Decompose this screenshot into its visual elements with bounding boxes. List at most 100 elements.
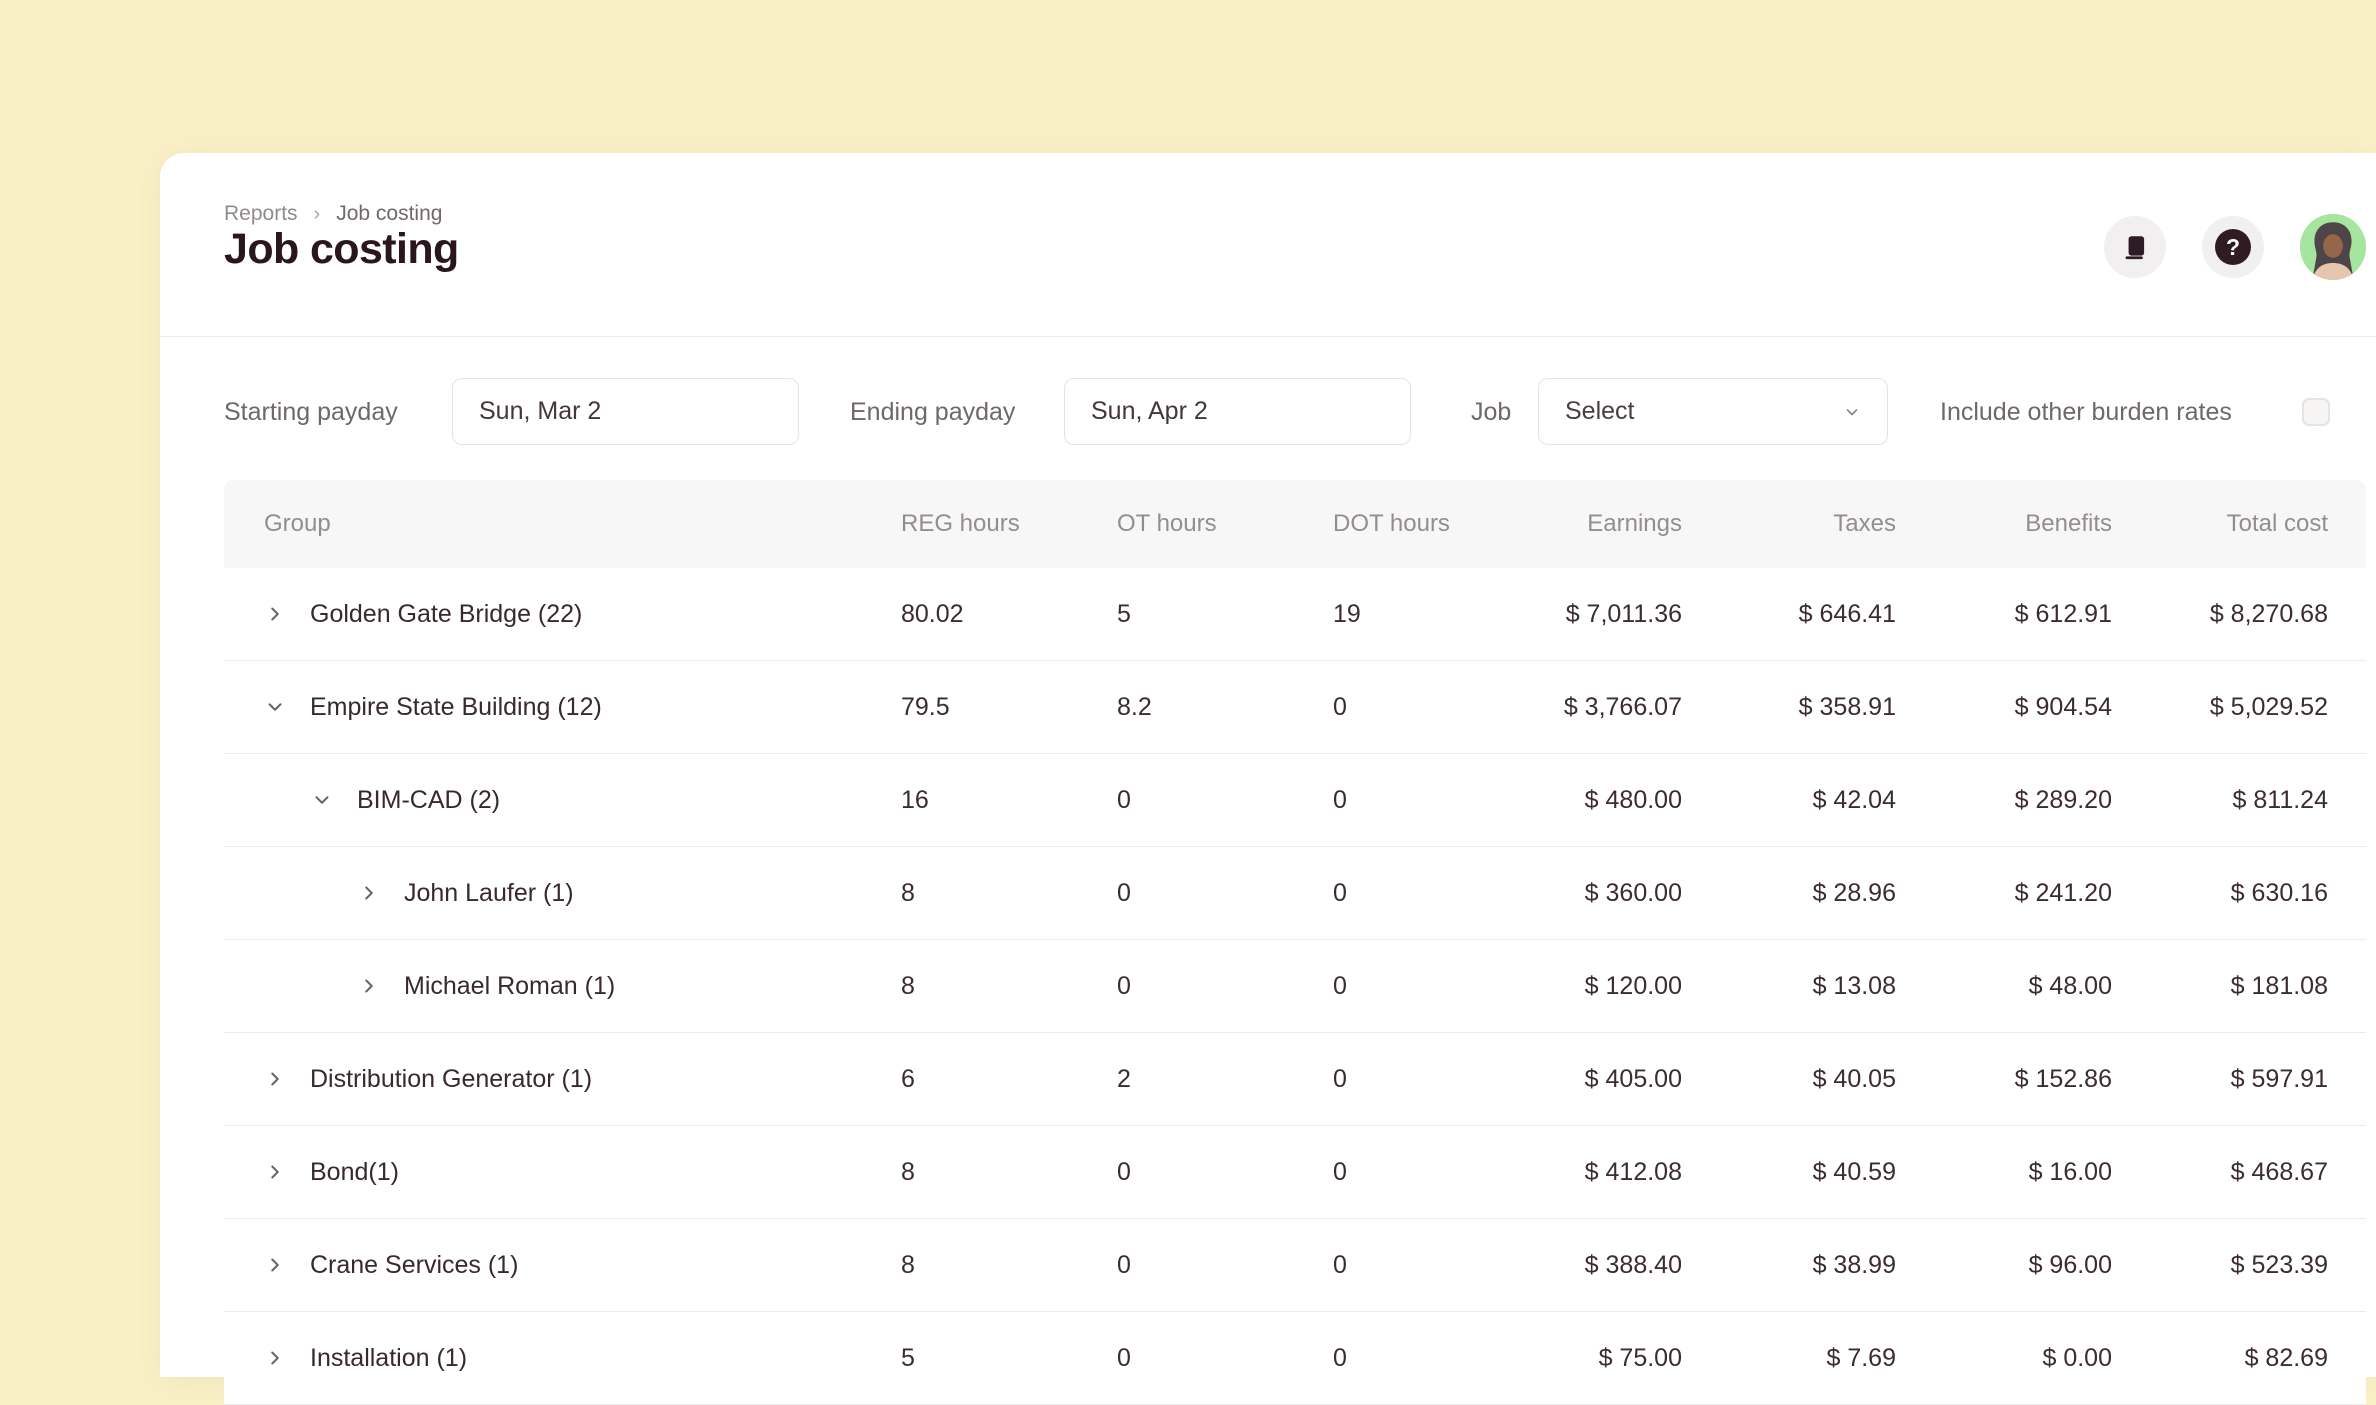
total-cost-cell: $ 5,029.52 xyxy=(2209,692,2328,721)
total-cost-cell: $ 811.24 xyxy=(2232,785,2328,814)
report-header: Reports › Job costing Job costing ? xyxy=(160,153,2376,337)
ot-hours-cell: 5 xyxy=(1117,599,1131,628)
starting-payday-input[interactable] xyxy=(452,378,799,445)
benefits-cell: $ 96.00 xyxy=(2028,1250,2112,1279)
page-title: Job costing xyxy=(224,225,459,273)
taxes-cell: $ 646.41 xyxy=(1798,599,1896,628)
group-cell: Bond(1) xyxy=(224,1158,901,1187)
table-row[interactable]: Installation (1) 5 0 0 $ 75.00 $ 7.69 $ … xyxy=(224,1312,2366,1405)
total-cost-cell: $ 630.16 xyxy=(2230,878,2328,907)
earnings-cell: $ 405.00 xyxy=(1584,1064,1682,1093)
group-cell: John Laufer (1) xyxy=(224,879,901,908)
ending-payday-input[interactable] xyxy=(1064,378,1411,445)
group-cell: Distribution Generator (1) xyxy=(224,1065,901,1094)
group-label: Empire State Building (12) xyxy=(310,692,602,721)
col-header-benefits: Benefits xyxy=(2025,510,2112,537)
group-cell: Michael Roman (1) xyxy=(224,972,901,1001)
col-header-taxes: Taxes xyxy=(1833,510,1896,537)
benefits-cell: $ 612.91 xyxy=(2014,599,2112,628)
group-cell: Golden Gate Bridge (22) xyxy=(224,600,901,629)
benefits-cell: $ 152.86 xyxy=(2014,1064,2112,1093)
group-label: BIM-CAD (2) xyxy=(357,785,501,814)
group-label: Bond(1) xyxy=(310,1157,399,1186)
report-card: Reports › Job costing Job costing ? xyxy=(160,153,2376,1405)
total-cost-cell: $ 523.39 xyxy=(2230,1250,2328,1279)
dot-hours-cell: 0 xyxy=(1333,785,1347,814)
table-row[interactable]: Michael Roman (1) 8 0 0 $ 120.00 $ 13.08… xyxy=(224,940,2366,1033)
help-button[interactable]: ? xyxy=(2202,216,2264,278)
job-costing-table: Group REG hours OT hours DOT hours Earni… xyxy=(224,480,2366,1405)
starting-payday-label: Starting payday xyxy=(224,398,398,426)
earnings-cell: $ 3,766.07 xyxy=(1563,692,1682,721)
user-avatar[interactable] xyxy=(2300,214,2366,280)
taxes-cell: $ 28.96 xyxy=(1812,878,1896,907)
table-row[interactable]: Golden Gate Bridge (22) 80.02 5 19 $ 7,0… xyxy=(224,568,2366,661)
table-header-row: Group REG hours OT hours DOT hours Earni… xyxy=(224,480,2366,568)
group-label: Golden Gate Bridge (22) xyxy=(310,599,583,628)
benefits-cell: $ 904.54 xyxy=(2014,692,2112,721)
ot-hours-cell: 0 xyxy=(1117,1250,1131,1279)
chevron-down-icon xyxy=(1846,408,1858,415)
expand-chevron-icon[interactable] xyxy=(264,1254,286,1276)
reg-hours-cell: 8 xyxy=(901,878,915,907)
dot-hours-cell: 0 xyxy=(1333,878,1347,907)
earnings-cell: $ 388.40 xyxy=(1584,1250,1682,1279)
total-cost-cell: $ 597.91 xyxy=(2230,1064,2328,1093)
table-row[interactable]: BIM-CAD (2) 16 0 0 $ 480.00 $ 42.04 $ 28… xyxy=(224,754,2366,847)
earnings-cell: $ 7,011.36 xyxy=(1565,599,1682,628)
dot-hours-cell: 0 xyxy=(1333,1064,1347,1093)
expand-chevron-icon[interactable] xyxy=(358,975,380,997)
benefits-cell: $ 48.00 xyxy=(2028,971,2112,1000)
breadcrumb: Reports › Job costing xyxy=(224,201,442,227)
table-row[interactable]: Empire State Building (12) 79.5 8.2 0 $ … xyxy=(224,661,2366,754)
reg-hours-cell: 8 xyxy=(901,1250,915,1279)
ot-hours-cell: 0 xyxy=(1117,785,1131,814)
col-header-ot-hours: OT hours xyxy=(1117,510,1217,537)
job-select[interactable]: Select xyxy=(1538,378,1888,445)
expand-chevron-icon[interactable] xyxy=(358,882,380,904)
dot-hours-cell: 0 xyxy=(1333,1157,1347,1186)
reg-hours-cell: 5 xyxy=(901,1343,915,1372)
benefits-cell: $ 241.20 xyxy=(2014,878,2112,907)
col-header-dot-hours: DOT hours xyxy=(1333,510,1450,537)
include-burden-checkbox[interactable] xyxy=(2302,398,2330,426)
group-cell: Installation (1) xyxy=(224,1344,901,1373)
taxes-cell: $ 42.04 xyxy=(1812,785,1896,814)
total-cost-cell: $ 8,270.68 xyxy=(2209,599,2328,628)
earnings-cell: $ 360.00 xyxy=(1584,878,1682,907)
dot-hours-cell: 0 xyxy=(1333,1343,1347,1372)
table-row[interactable]: Bond(1) 8 0 0 $ 412.08 $ 40.59 $ 16.00 $… xyxy=(224,1126,2366,1219)
help-glyph: ? xyxy=(2225,233,2241,260)
earnings-cell: $ 480.00 xyxy=(1584,785,1682,814)
total-cost-cell: $ 468.67 xyxy=(2230,1157,2328,1186)
col-header-reg-hours: REG hours xyxy=(901,510,1020,537)
job-label: Job xyxy=(1471,398,1512,426)
expand-chevron-icon[interactable] xyxy=(264,1347,286,1369)
reg-hours-cell: 79.5 xyxy=(901,692,950,721)
table-row[interactable]: John Laufer (1) 8 0 0 $ 360.00 $ 28.96 $… xyxy=(224,847,2366,940)
include-burden-label: Include other burden rates xyxy=(1940,398,2232,426)
expand-chevron-icon[interactable] xyxy=(264,603,286,625)
book-icon xyxy=(2120,232,2150,262)
reg-hours-cell: 6 xyxy=(901,1064,915,1093)
expand-chevron-icon[interactable] xyxy=(311,789,333,811)
table-row[interactable]: Distribution Generator (1) 6 2 0 $ 405.0… xyxy=(224,1033,2366,1126)
group-cell: Crane Services (1) xyxy=(224,1251,901,1280)
expand-chevron-icon[interactable] xyxy=(264,696,286,718)
ot-hours-cell: 8.2 xyxy=(1117,692,1152,721)
ot-hours-cell: 0 xyxy=(1117,971,1131,1000)
expand-chevron-icon[interactable] xyxy=(264,1161,286,1183)
benefits-cell: $ 289.20 xyxy=(2014,785,2112,814)
group-label: Installation (1) xyxy=(310,1343,468,1372)
breadcrumb-current: Job costing xyxy=(336,202,443,225)
expand-chevron-icon[interactable] xyxy=(264,1068,286,1090)
group-cell: BIM-CAD (2) xyxy=(224,786,901,815)
taxes-cell: $ 358.91 xyxy=(1798,692,1896,721)
table-row[interactable]: Crane Services (1) 8 0 0 $ 388.40 $ 38.9… xyxy=(224,1219,2366,1312)
taxes-cell: $ 40.59 xyxy=(1812,1157,1896,1186)
docs-button[interactable] xyxy=(2104,216,2166,278)
dot-hours-cell: 0 xyxy=(1333,692,1347,721)
breadcrumb-reports-link[interactable]: Reports xyxy=(224,202,298,225)
breadcrumb-chevron-icon: › xyxy=(313,203,321,225)
